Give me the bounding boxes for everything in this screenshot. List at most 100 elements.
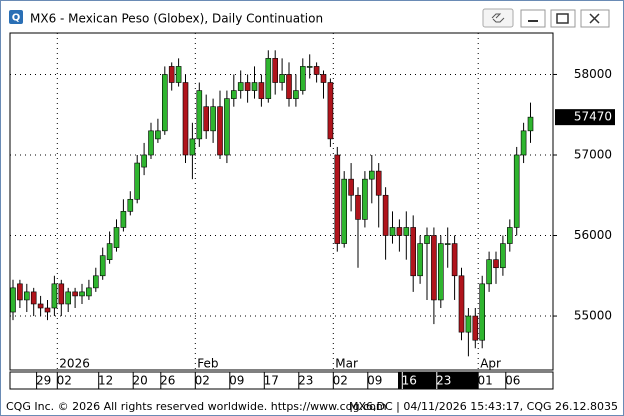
x-tick-label: 09 bbox=[367, 374, 382, 388]
candle-body bbox=[141, 154, 147, 168]
candle-body bbox=[444, 243, 451, 245]
candle-body bbox=[320, 74, 327, 83]
candle-body bbox=[272, 58, 279, 83]
candle-body bbox=[306, 66, 313, 68]
copyright: CQG Inc. © 2026 All rights reserved worl… bbox=[6, 400, 387, 413]
candle-body bbox=[148, 130, 154, 156]
x-tick-label: 02 bbox=[333, 374, 348, 388]
candle-body bbox=[362, 178, 368, 220]
candle-body bbox=[30, 291, 37, 305]
link-icon bbox=[491, 13, 505, 23]
candle-body bbox=[279, 74, 285, 83]
candle-body bbox=[58, 283, 65, 305]
y-tick-label: 58000 bbox=[574, 67, 612, 81]
candle-body bbox=[334, 154, 341, 244]
link-button[interactable] bbox=[482, 8, 514, 28]
candle-body bbox=[293, 90, 299, 99]
candle-body bbox=[479, 283, 486, 341]
status: MX6,DC | 04/11/2026 15:43:17, CQG 26.12.… bbox=[349, 400, 618, 413]
candle-body bbox=[251, 82, 258, 91]
candle-body bbox=[431, 235, 437, 301]
window-title: MX6 - Mexican Peso (Globex), Daily Conti… bbox=[30, 12, 323, 26]
month-label: Apr bbox=[480, 357, 501, 371]
app-icon bbox=[9, 10, 23, 24]
candle-body bbox=[196, 90, 203, 140]
candle-body bbox=[513, 154, 520, 228]
candle-body bbox=[258, 82, 265, 99]
candle-body bbox=[231, 90, 237, 99]
candle-body bbox=[17, 283, 23, 301]
candle-body bbox=[134, 162, 140, 200]
candle-body bbox=[244, 82, 251, 91]
date-axis-highlight bbox=[398, 372, 478, 389]
candle-body bbox=[224, 98, 230, 156]
candle-body bbox=[217, 106, 223, 156]
candle-body bbox=[99, 255, 106, 277]
close-icon bbox=[589, 13, 600, 24]
candle-body bbox=[65, 291, 71, 305]
x-tick-label: 06 bbox=[505, 374, 520, 388]
candle-body bbox=[299, 66, 306, 91]
x-tick-label: 02 bbox=[57, 374, 72, 388]
candle-body bbox=[424, 235, 430, 244]
x-tick-label: 01 bbox=[478, 374, 493, 388]
candle-body bbox=[493, 259, 499, 269]
candle-body bbox=[465, 315, 472, 333]
candle-body bbox=[203, 106, 209, 132]
x-tick-label: 16 bbox=[402, 374, 417, 388]
candle-body bbox=[37, 303, 44, 309]
candle-body bbox=[403, 227, 410, 236]
candle-body bbox=[51, 283, 58, 309]
x-tick-label: 12 bbox=[98, 374, 113, 388]
candle-body bbox=[72, 291, 78, 297]
candle-body bbox=[417, 243, 423, 277]
maximize-button[interactable] bbox=[550, 9, 576, 28]
candle-body bbox=[327, 82, 334, 140]
candle-body bbox=[520, 130, 527, 156]
y-tick-label: 56000 bbox=[574, 228, 612, 242]
candle-body bbox=[375, 170, 382, 196]
x-tick-label: 17 bbox=[264, 374, 279, 388]
candle-body bbox=[182, 82, 189, 156]
plot-area bbox=[9, 32, 554, 371]
last-price-label: 57470 bbox=[574, 110, 612, 124]
candle-body bbox=[382, 194, 389, 236]
candle-body bbox=[313, 66, 320, 75]
candle-body bbox=[506, 227, 513, 244]
x-tick-label: 09 bbox=[229, 374, 244, 388]
candle-body bbox=[79, 291, 85, 297]
candle-body bbox=[120, 211, 127, 228]
x-tick-label: 02 bbox=[195, 374, 210, 388]
candle-body bbox=[396, 227, 403, 236]
y-tick-label: 57000 bbox=[574, 147, 612, 161]
last-price-box bbox=[555, 109, 615, 126]
candle-body bbox=[472, 315, 479, 341]
month-label: Mar bbox=[335, 357, 358, 371]
candle-body bbox=[527, 116, 534, 132]
x-tick-label: 23 bbox=[298, 374, 313, 388]
minimize-button[interactable] bbox=[520, 9, 546, 28]
candle-body bbox=[127, 198, 134, 212]
x-tick-label: 26 bbox=[160, 374, 175, 388]
candle-body bbox=[210, 106, 216, 132]
x-tick-label: 20 bbox=[133, 374, 148, 388]
candle-body bbox=[265, 58, 272, 99]
candle-body bbox=[86, 287, 92, 297]
month-label: 2026 bbox=[59, 357, 90, 371]
month-label: Feb bbox=[197, 357, 218, 371]
candle-body bbox=[389, 227, 396, 236]
candle-body bbox=[348, 178, 354, 196]
candle-body bbox=[189, 138, 196, 156]
candle-body bbox=[341, 178, 348, 244]
x-tick-label: 29 bbox=[36, 374, 51, 388]
candle-body bbox=[155, 130, 161, 140]
candle-body bbox=[237, 82, 244, 91]
candle-body bbox=[500, 243, 506, 269]
candle-body bbox=[106, 243, 113, 260]
candle-body bbox=[44, 307, 51, 313]
candle-body bbox=[23, 291, 30, 301]
candle-body bbox=[286, 74, 292, 99]
candle-body bbox=[355, 194, 361, 220]
